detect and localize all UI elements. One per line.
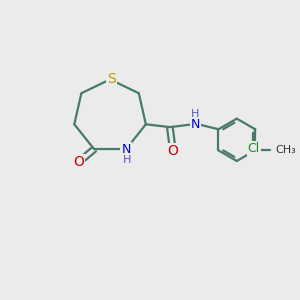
Text: CH₃: CH₃ — [275, 146, 296, 155]
Text: N: N — [121, 143, 131, 156]
Text: O: O — [167, 144, 178, 158]
Text: O: O — [73, 155, 84, 169]
Text: S: S — [107, 72, 116, 86]
Text: Cl: Cl — [248, 142, 260, 155]
Text: H: H — [191, 109, 200, 118]
Text: N: N — [190, 118, 200, 130]
Text: H: H — [122, 155, 131, 165]
